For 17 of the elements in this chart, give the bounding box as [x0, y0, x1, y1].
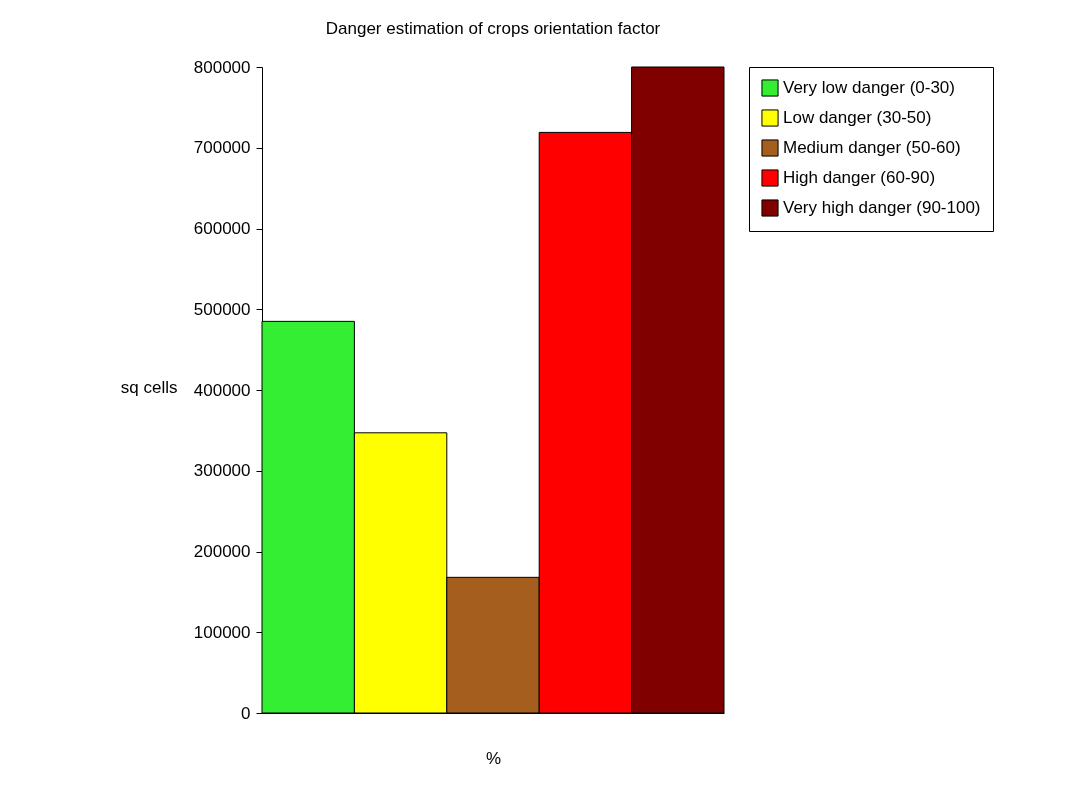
- y-tick-label: 0: [241, 703, 251, 723]
- y-tick-label: 100000: [193, 622, 251, 642]
- legend-label: Medium danger (50-60): [783, 138, 961, 157]
- legend-label: Low danger (30-50): [783, 108, 932, 127]
- y-tick-label: 200000: [193, 542, 251, 561]
- y-tick-label: 800000: [193, 57, 251, 77]
- chart-title: Danger estimation of crops orientation factor: [325, 19, 661, 38]
- x-axis-title: %: [485, 748, 502, 768]
- y-tick-label: 600000: [193, 219, 251, 238]
- y-tick-label: 500000: [193, 299, 251, 319]
- legend-label: Very low danger (0-30): [783, 78, 955, 97]
- y-tick-label: 700000: [193, 138, 251, 158]
- legend-label: Very high danger (90-100): [783, 198, 981, 217]
- y-tick-label: 400000: [193, 380, 251, 400]
- y-axis-title: sq cells: [120, 377, 178, 397]
- legend-label: High danger (60-90): [783, 168, 936, 187]
- y-tick-label: 300000: [193, 461, 251, 481]
